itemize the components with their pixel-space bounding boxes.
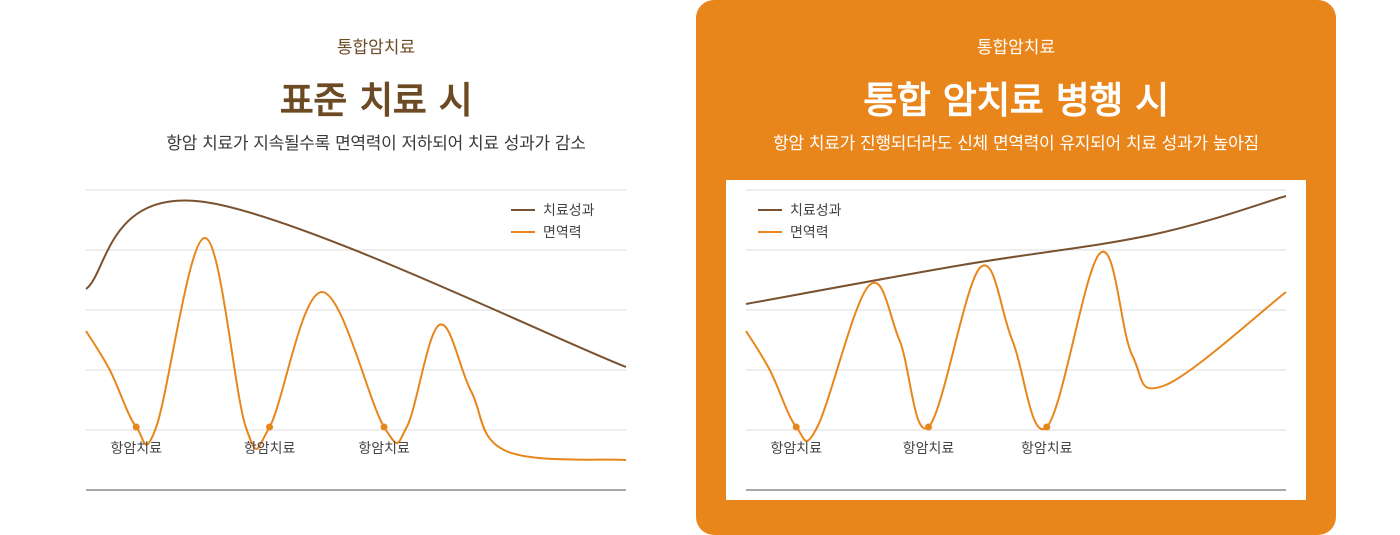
chemo-point-marker (925, 423, 933, 431)
chemo-point-marker (792, 423, 800, 431)
standard-treatment-panel: 통합암치료 표준 치료 시 항암 치료가 지속될수록 면역력이 저하되어 치료 … (56, 0, 696, 535)
chemo-annotation-label: 항암치료 (244, 441, 296, 457)
treatment-outcome-line (745, 195, 1287, 305)
chemo-annotation-label: 항암치료 (110, 441, 162, 457)
legend-label: 치료성과 (790, 203, 842, 219)
treatment-outcome-line (85, 199, 627, 368)
chemo-point-marker (132, 423, 140, 431)
chemo-point-marker (266, 423, 274, 431)
panel-subtitle: 항암 치료가 지속될수록 면역력이 저하되어 치료 성과가 감소 (166, 134, 586, 154)
chemo-annotation-label: 항암치료 (358, 441, 410, 457)
panel-title: 통합 암치료 병행 시 (863, 79, 1169, 122)
chemo-point-marker (1043, 423, 1051, 431)
chemo-annotation-label: 항암치료 (903, 441, 955, 457)
immunity-line (85, 236, 627, 461)
panel-eyebrow: 통합암치료 (336, 38, 416, 58)
legend-label: 면역력 (790, 225, 829, 241)
chemo-annotation-label: 항암치료 (770, 441, 822, 457)
legend-label: 면역력 (543, 225, 582, 241)
legend-label: 치료성과 (543, 203, 595, 219)
immunity-line (745, 250, 1287, 442)
chemo-annotation-label: 항암치료 (1021, 441, 1073, 457)
panel-eyebrow: 통합암치료 (976, 38, 1056, 58)
chemo-point-marker (380, 423, 388, 431)
panel-title: 표준 치료 시 (279, 79, 473, 122)
integrative-treatment-panel: 통합암치료 통합 암치료 병행 시 항암 치료가 진행되더라도 신체 면역력이 … (696, 0, 1336, 535)
panel-subtitle: 항암 치료가 진행되더라도 신체 면역력이 유지되어 치료 성과가 높아짐 (773, 134, 1259, 154)
